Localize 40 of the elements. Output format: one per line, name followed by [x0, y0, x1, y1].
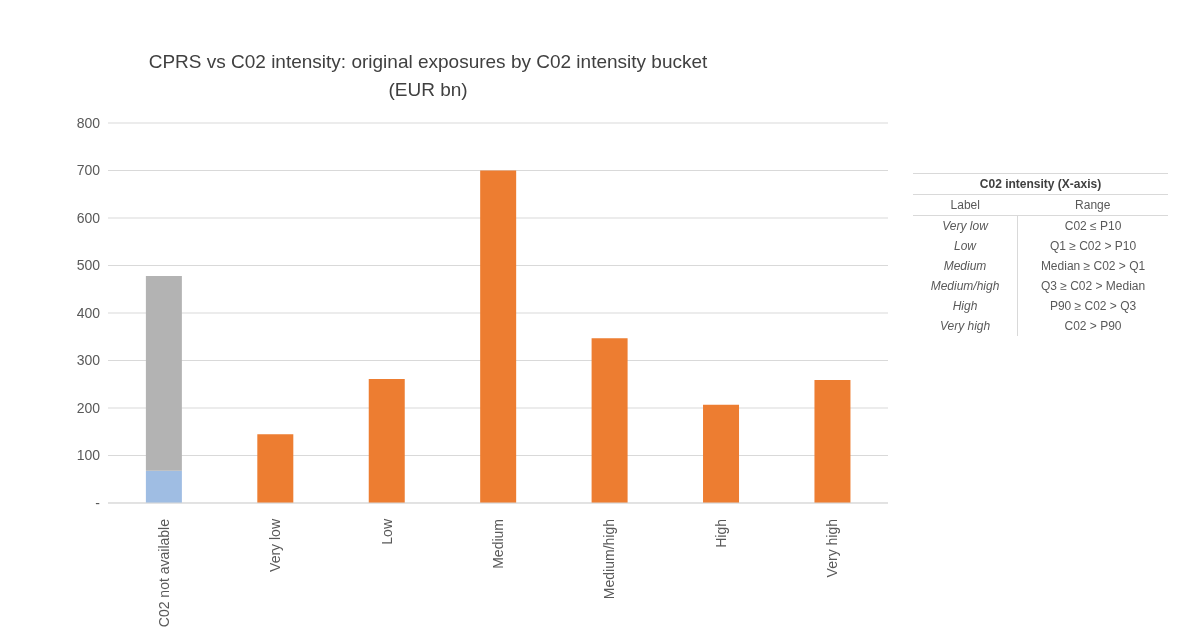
- y-tick-label: 800: [76, 114, 101, 131]
- text: Medium/high: [913, 276, 1018, 296]
- text: Medium: [913, 256, 1018, 276]
- text: Very low: [913, 215, 1018, 236]
- x-tick-label: Medium: [490, 519, 506, 569]
- x-tick-label: C02 not available: [155, 518, 172, 628]
- y-tick-label: -: [95, 494, 101, 511]
- bar: [480, 170, 517, 503]
- y-tick-label: 300: [76, 352, 101, 369]
- text: Very high: [913, 316, 1018, 336]
- y-tick-label: 500: [76, 257, 101, 274]
- text: C02 intensity (X-axis): [913, 173, 1168, 195]
- y-tick-label: 700: [76, 162, 101, 179]
- text: Median ≥ C02 > Q1: [1039, 258, 1147, 275]
- y-tick-label: 200: [76, 399, 101, 416]
- x-tick-label: Very high: [824, 519, 841, 578]
- x-tick-label: Medium/high: [601, 519, 618, 600]
- x-tick-label: Low: [378, 518, 395, 545]
- bar: [257, 434, 294, 503]
- bar: [703, 404, 740, 503]
- y-tick-label: 400: [76, 304, 101, 321]
- x-tick-label: Very low: [267, 518, 284, 572]
- text: Low: [913, 236, 1018, 256]
- bar: [591, 338, 628, 503]
- text: Q3 ≥ C02 > Median: [1039, 278, 1147, 295]
- text: P90 ≥ C02 > Q3: [1048, 298, 1138, 315]
- text: High: [913, 296, 1018, 316]
- y-tick-label: 100: [76, 447, 101, 464]
- bar: [368, 379, 405, 503]
- text: C02 ≤ P10: [1063, 218, 1123, 235]
- y-tick-label: 600: [76, 209, 101, 226]
- text: Label: [913, 194, 1018, 216]
- bar: [145, 275, 182, 471]
- bar: [814, 379, 851, 503]
- bar: [145, 470, 182, 503]
- text: Range: [1017, 194, 1168, 216]
- x-tick-label: High: [712, 519, 729, 548]
- text: C02 > P90: [1063, 318, 1123, 335]
- text: Q1 ≥ C02 > P10: [1048, 238, 1138, 255]
- chart-title: CPRS vs C02 intensity: original exposures by C02 intensity bucket (EUR bn): [147, 50, 709, 102]
